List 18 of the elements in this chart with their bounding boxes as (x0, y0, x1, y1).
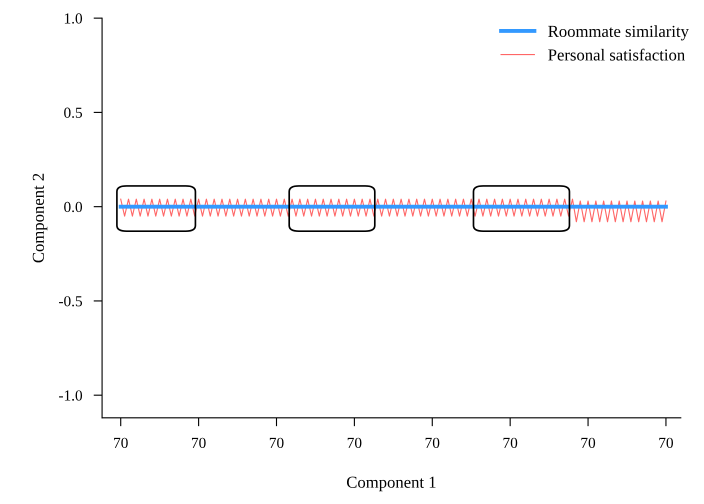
x-tick-label: 70 (270, 438, 284, 448)
y-tick-label: -0.5 (59, 296, 82, 306)
x-tick-label: 70 (114, 438, 128, 448)
x-tick-label: 70 (659, 438, 673, 448)
y-tick-label: 0.5 (64, 108, 82, 118)
y-tick-label: 1.0 (64, 13, 82, 24)
y-axis-title: Component 2 (32, 174, 48, 262)
legend-label: Personal satisfaction (548, 48, 685, 61)
x-tick-label: 70 (504, 438, 518, 448)
legend-label: Roommate similarity (548, 25, 689, 40)
x-tick-label: 70 (192, 438, 206, 448)
y-tick-label: -1.0 (59, 390, 82, 401)
x-tick-label: 70 (348, 438, 362, 448)
x-axis-title: Component 1 (346, 476, 436, 492)
x-tick-label: 70 (581, 438, 596, 448)
x-tick-label: 70 (426, 438, 440, 448)
line-series (120, 198, 666, 222)
y-tick-label: 0.0 (64, 202, 82, 212)
